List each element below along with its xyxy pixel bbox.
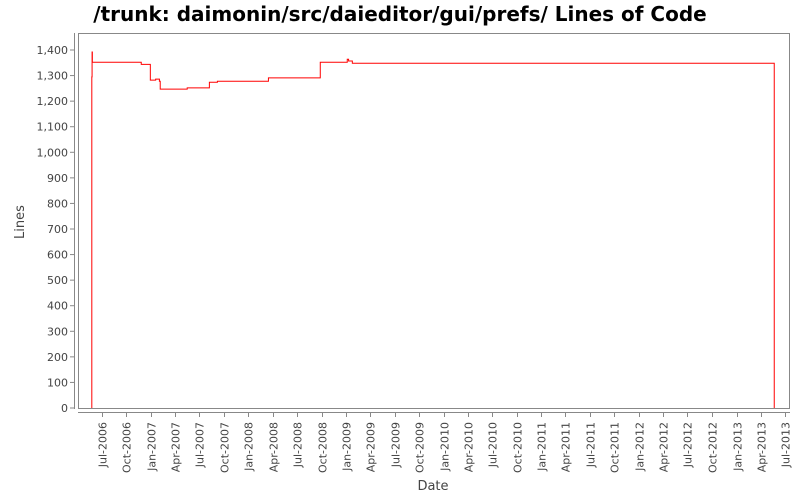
x-tick-label: Jul-2007 [194, 422, 207, 468]
x-tick-label: Apr-2008 [268, 422, 281, 472]
y-tick-label: 1,000 [37, 146, 69, 159]
plot-area [78, 33, 790, 409]
y-tick-label: 600 [47, 249, 68, 262]
x-tick-label: Jul-2008 [292, 422, 305, 468]
x-tick-label: Jan-2010 [439, 422, 452, 472]
x-tick-label: Jan-2009 [341, 422, 354, 472]
x-tick-label: Apr-2011 [560, 422, 573, 472]
y-tick-label: 1,100 [37, 121, 69, 134]
y-tick-label: 100 [47, 376, 68, 389]
x-tick-label: Apr-2012 [658, 422, 671, 472]
y-tick-label: 700 [47, 223, 68, 236]
y-tick-label: 0 [61, 402, 68, 415]
y-tick-label: 1,200 [37, 95, 69, 108]
chart-title: /trunk: daimonin/src/daieditor/gui/prefs… [93, 2, 706, 26]
x-tick-label: Jan-2007 [146, 422, 159, 472]
x-tick-label: Apr-2009 [365, 422, 378, 472]
x-tick-label: Jul-2010 [487, 422, 500, 468]
x-tick-label: Jul-2009 [390, 422, 403, 468]
y-tick-label: 400 [47, 300, 68, 313]
x-tick-label: Apr-2013 [756, 422, 769, 472]
x-tick-label: Oct-2008 [317, 422, 330, 473]
y-tick-label: 800 [47, 197, 68, 210]
x-tick-label: Oct-2011 [609, 422, 622, 473]
x-tick-label: Oct-2012 [707, 422, 720, 473]
series-line [91, 51, 775, 408]
y-tick-label: 1,300 [37, 70, 69, 83]
y-tick-label: 500 [47, 274, 68, 287]
y-tick-label: 1,400 [37, 44, 69, 57]
x-tick-label: Jan-2011 [536, 422, 549, 472]
y-tick-label: 900 [47, 172, 68, 185]
x-tick-label: Apr-2010 [463, 422, 476, 472]
x-tick-label: Jul-2013 [780, 422, 793, 468]
x-tick-label: Oct-2006 [121, 422, 134, 473]
x-tick-label: Jan-2008 [243, 422, 256, 472]
x-tick-label: Jul-2012 [682, 422, 695, 468]
y-axis-label: Lines [13, 205, 28, 239]
x-axis-label: Date [417, 479, 448, 494]
y-tick-label: 300 [47, 325, 68, 338]
x-tick-label: Jul-2011 [585, 422, 598, 468]
x-tick-label: Oct-2010 [512, 422, 525, 473]
y-tick-label: 200 [47, 351, 68, 364]
x-tick-label: Oct-2009 [414, 422, 427, 473]
x-tick-label: Oct-2007 [219, 422, 232, 473]
x-tick-label: Apr-2007 [170, 422, 183, 472]
x-tick-label: Jan-2012 [634, 422, 647, 472]
x-tick-label: Jul-2006 [97, 422, 110, 468]
x-tick-label: Jan-2013 [732, 422, 745, 472]
